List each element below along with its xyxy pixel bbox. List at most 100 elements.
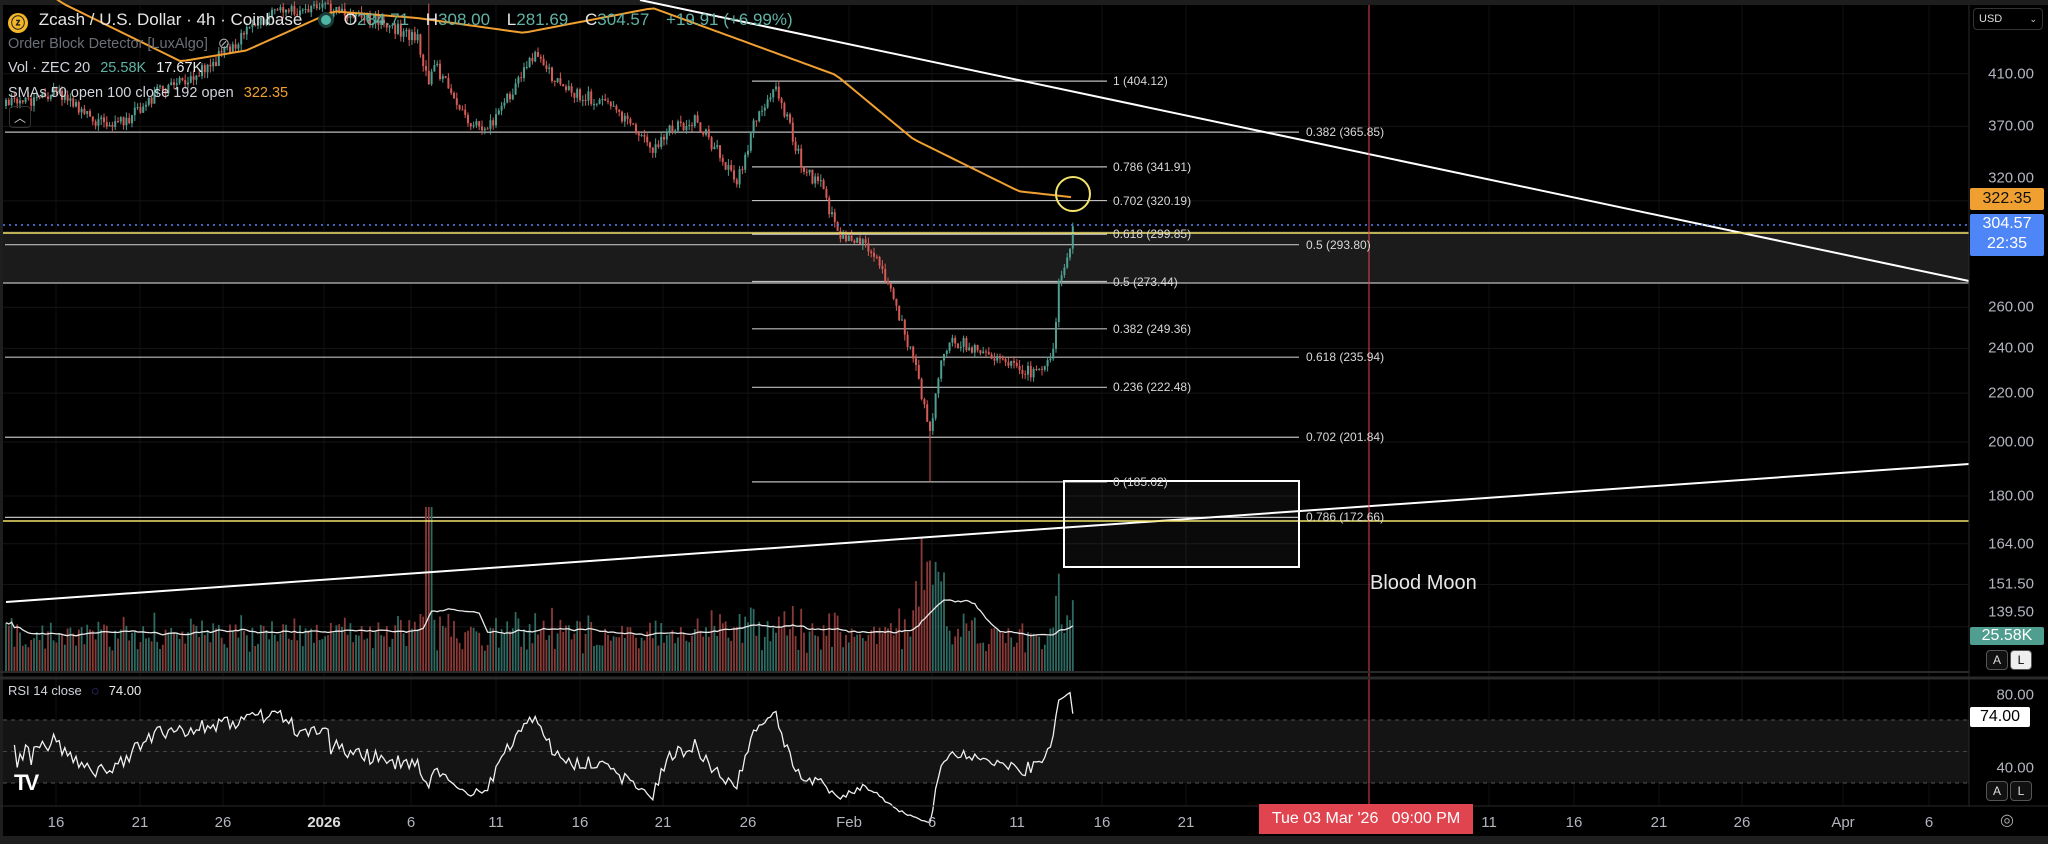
volume-bar [500,629,503,672]
volume-bar [481,645,483,672]
volume-bar [693,628,696,672]
volume-bar [91,630,94,672]
rsi-legend[interactable]: RSI 14 close ◌ 74.00 [8,683,147,698]
order-block-legend[interactable]: Order Block Detector [LuxAlgo] ⊘ [8,36,236,52]
candle [528,57,531,67]
candle [1071,226,1074,249]
auto-scale-button[interactable]: A [1986,650,2008,670]
candle [719,145,721,159]
candle [411,32,413,41]
candle [363,17,366,21]
fib-retracements[interactable] [5,80,1299,518]
currency-select[interactable]: USD ⌄ [1973,8,2043,30]
collapse-legend-button[interactable]: ︿ [9,106,31,128]
volume-bar [75,645,77,672]
volume-bar [828,613,831,672]
volume-bar [626,626,629,672]
symbol-legend[interactable]: ⓩ Zcash / U.S. Dollar · 4h · Coinbase O2… [8,10,799,33]
volume-bar [220,637,223,672]
volume-bar [486,644,489,672]
volume-bar [262,625,265,672]
ascending-trendline[interactable] [5,463,1970,603]
eye-settings-icon[interactable]: ◎ [2000,812,2014,829]
volume-bar [47,631,49,672]
volume-bar [63,644,66,672]
volume-bar [539,630,542,672]
candle [917,364,920,379]
volume-bar [89,629,91,672]
volume-bar [245,635,248,672]
candle [170,82,173,85]
target-rectangle[interactable] [1063,480,1300,568]
candle [447,77,450,89]
volume-bar [388,646,391,672]
fib-level-label: 0.702 (201.84) [1306,430,1385,445]
candle [853,240,856,243]
candle [483,128,486,131]
volume-bar [808,631,811,672]
volume-bar [49,622,52,672]
candle [831,212,833,215]
rsi-log-scale-button[interactable]: L [2010,781,2032,801]
volume-bar [97,621,100,672]
candle [75,102,77,107]
candle [293,5,296,15]
volume-bar [24,644,27,672]
candle [44,93,47,97]
volume-bar [7,625,10,672]
candle [49,95,52,100]
candle [150,97,153,104]
blood-moon-annotation[interactable]: Blood Moon [1370,572,1477,594]
volume-bar [738,613,741,672]
open-label: O [343,10,358,29]
candle [727,165,730,170]
price-axis-label: 164.00 [1988,535,2034,553]
volume-bar [878,627,881,672]
eye-off-icon[interactable]: ⊘ [217,36,231,52]
candle [1024,373,1027,375]
candle [318,7,321,9]
highlight-circle[interactable] [1055,176,1091,212]
volume-bar [604,628,607,672]
volume-bar [537,634,539,672]
symbol-title[interactable]: Zcash / U.S. Dollar · 4h · Coinbase [38,10,303,29]
candle [559,78,562,85]
volume-bar [268,639,271,672]
sma-legend[interactable]: SMAs 50 open 100 close 192 open 322.35 [8,85,294,101]
descending-trendline[interactable] [639,0,1970,282]
candle [940,360,943,379]
candle [248,27,251,29]
volume-bar [1013,646,1015,672]
candle [478,121,481,127]
volume-bar [469,626,472,672]
volume-bar [111,650,114,672]
rsi-auto-scale-button[interactable]: A [1986,781,2008,801]
candle [105,122,108,127]
price-axis-label: 180.00 [1988,487,2034,505]
candle [209,64,212,67]
volume-bar [576,620,579,672]
time-axis-label: Feb [836,814,862,831]
log-scale-button[interactable]: L [2010,650,2032,670]
candle [1066,257,1069,268]
volume-bar [27,647,30,672]
volume-bar [587,615,590,672]
candle [525,66,528,68]
price-axis-label: 240.00 [1988,339,2034,357]
candle [47,96,49,100]
volume-bar [705,627,707,672]
volume-bar [685,640,688,672]
volume-legend[interactable]: Vol · ZEC 20 25.58K 17.67K [8,60,208,76]
bottom-border [0,836,2048,844]
candle [346,15,349,19]
tradingview-logo[interactable]: TV [14,770,39,795]
volume-bar [895,628,898,672]
candle [237,44,240,49]
volume-bar [198,637,201,672]
candle [220,51,223,53]
candle [584,99,587,101]
candle [489,120,492,129]
volume-tag: 25.58K [1970,627,2044,645]
volume-bar [805,652,808,672]
